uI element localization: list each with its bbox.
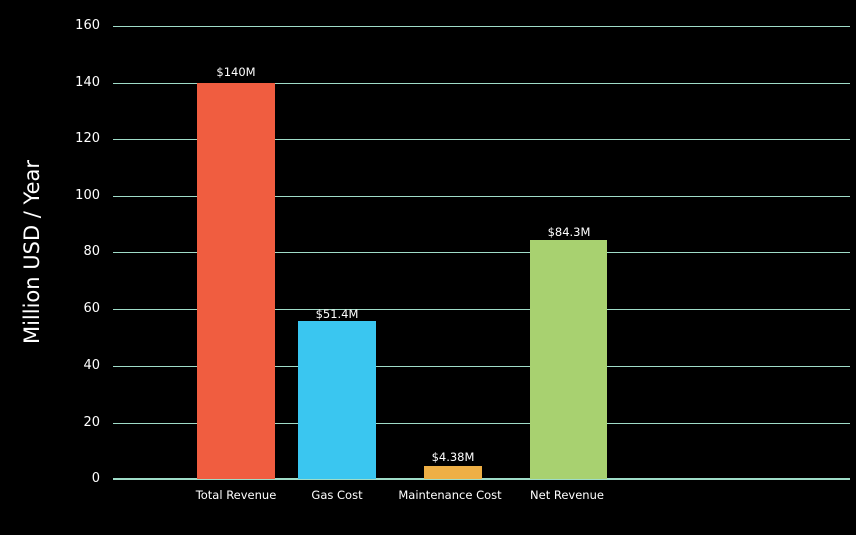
- x-tick-net-revenue: Net Revenue: [530, 488, 604, 502]
- y-tick-160: 160: [75, 18, 100, 33]
- bar-net-revenue: [530, 240, 607, 479]
- gridline-20: [113, 423, 850, 424]
- bar-gas-cost: [298, 321, 376, 479]
- gridline-100: [113, 196, 850, 197]
- data-label-gas-cost: $51.4M: [315, 307, 359, 321]
- gridline-140: [113, 83, 850, 84]
- x-tick-total-revenue: Total Revenue: [195, 488, 277, 502]
- y-tick-80: 80: [83, 244, 100, 259]
- data-label-net-revenue: $84.3M: [547, 225, 591, 239]
- y-tick-0: 0: [91, 471, 100, 486]
- x-axis-baseline: [113, 478, 850, 480]
- bar-total-revenue: [197, 83, 275, 479]
- y-tick-140: 140: [75, 75, 100, 90]
- gridline-40: [113, 366, 850, 367]
- bar-maintenance-cost: [424, 466, 482, 479]
- y-tick-100: 100: [75, 188, 100, 203]
- gridline-80: [113, 252, 850, 253]
- data-label-total-revenue: $140M: [216, 65, 256, 79]
- y-axis-label: Million USD / Year: [20, 159, 44, 345]
- y-tick-20: 20: [83, 415, 100, 430]
- y-tick-40: 40: [83, 358, 100, 373]
- gridline-60: [113, 309, 850, 310]
- x-tick-gas-cost: Gas Cost: [311, 488, 363, 502]
- x-tick-maintenance-cost: Maintenance Cost: [398, 488, 502, 502]
- y-tick-120: 120: [75, 131, 100, 146]
- gridline-120: [113, 139, 850, 140]
- data-label-maintenance-cost: $4.38M: [431, 450, 475, 464]
- y-tick-60: 60: [83, 301, 100, 316]
- gridline-160: [113, 26, 850, 27]
